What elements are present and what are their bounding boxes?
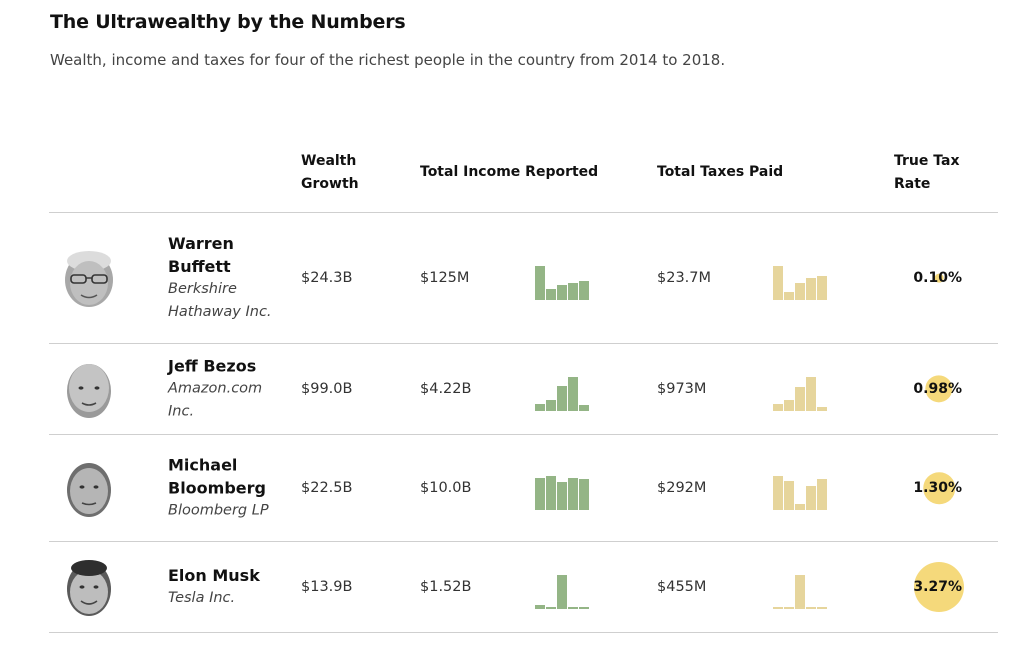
- income-sparkline: [535, 377, 591, 411]
- taxes-sparkline: [773, 575, 829, 609]
- income-sparkline: [535, 266, 591, 300]
- sparkline-bar: [535, 266, 545, 300]
- sparkline-bar: [806, 377, 816, 411]
- total-taxes-value: $23.7M: [657, 270, 712, 286]
- company-name: Tesla Inc.: [168, 590, 236, 606]
- sparkline-bar: [806, 486, 816, 510]
- sparkline-bar: [568, 377, 578, 411]
- sparkline-bar: [795, 575, 805, 609]
- person-name: Warren Buffett: [168, 234, 234, 276]
- total-income-value: $1.52B: [420, 579, 472, 595]
- tax-rate-bubble: [934, 273, 944, 283]
- taxes-sparkline: [773, 377, 829, 411]
- wealth-growth-value: $99.0B: [301, 381, 353, 397]
- sparkline-bar: [568, 607, 578, 609]
- wealth-growth-value: $13.9B: [301, 579, 353, 595]
- total-income-value: $10.0B: [420, 480, 472, 496]
- sparkline-bar: [546, 400, 556, 411]
- sparkline-bar: [535, 404, 545, 411]
- sparkline-bar: [806, 607, 816, 609]
- sparkline-bar: [795, 503, 805, 510]
- sparkline-bar: [535, 477, 545, 510]
- total-taxes-value: $455M: [657, 579, 707, 595]
- sparkline-bar: [784, 607, 794, 609]
- tax-rate-bubble: [914, 562, 964, 612]
- avatar: [61, 358, 117, 420]
- sparkline-bar: [557, 284, 567, 300]
- page-title: The Ultrawealthy by the Numbers: [50, 11, 406, 33]
- portrait-photo-icon: [65, 251, 113, 307]
- sparkline-bar: [546, 289, 556, 300]
- total-taxes-value: $292M: [657, 480, 707, 496]
- sparkline-bar: [773, 607, 783, 609]
- avatar: [61, 556, 117, 618]
- total-taxes-value: $973M: [657, 381, 707, 397]
- column-header-total-taxes: Total Taxes Paid: [657, 164, 784, 180]
- sparkline-bar: [817, 276, 827, 300]
- table-row: Warren Buffett Berkshire Hathaway Inc. $…: [49, 212, 998, 343]
- sparkline-bar: [795, 283, 805, 300]
- avatar: [61, 247, 117, 309]
- sparkline-bar: [806, 277, 816, 300]
- tax-rate-bubble: [925, 375, 953, 403]
- tax-rate-bubble: [923, 472, 955, 504]
- sparkline-bar: [784, 481, 794, 510]
- table-row: Elon Musk Tesla Inc. $13.9B $1.52B $455M…: [49, 541, 998, 633]
- wealth-growth-value: $22.5B: [301, 480, 353, 496]
- sparkline-bar: [546, 607, 556, 609]
- person-name: Elon Musk: [168, 566, 260, 585]
- sparkline-bar: [568, 477, 578, 510]
- column-header-wealth-growth: Wealth Growth: [301, 153, 359, 192]
- sparkline-bar: [795, 386, 805, 411]
- table-row: Michael Bloomberg Bloomberg LP $22.5B $1…: [49, 434, 998, 541]
- column-header-true-tax-rate: True Tax Rate: [894, 153, 960, 192]
- page-subtitle: Wealth, income and taxes for four of the…: [50, 51, 726, 69]
- sparkline-bar: [817, 406, 827, 411]
- sparkline-bar: [773, 266, 783, 300]
- company-name: Bloomberg LP: [168, 502, 269, 519]
- sparkline-bar: [817, 478, 827, 510]
- sparkline-bar: [557, 482, 567, 510]
- true-tax-rate-value: 3.27%: [913, 579, 962, 595]
- sparkline-bar: [579, 607, 589, 609]
- sparkline-bar: [579, 281, 589, 300]
- sparkline-bar: [546, 476, 556, 510]
- person-name: Michael Bloomberg: [168, 455, 266, 498]
- sparkline-bar: [579, 405, 589, 411]
- total-income-value: $125M: [420, 270, 470, 286]
- portrait-photo-icon: [67, 364, 111, 418]
- true-tax-rate-value: 0.10%: [913, 270, 962, 286]
- sparkline-bar: [773, 404, 783, 411]
- total-income-value: $4.22B: [420, 381, 472, 397]
- portrait-photo-icon: [67, 560, 111, 616]
- company-name: Amazon.com Inc.: [168, 380, 263, 420]
- portrait-photo-icon: [67, 463, 111, 517]
- sparkline-bar: [784, 400, 794, 411]
- true-tax-rate-value: 1.30%: [913, 480, 962, 496]
- true-tax-rate-value: 0.98%: [913, 381, 962, 397]
- wealth-growth-value: $24.3B: [301, 270, 353, 286]
- income-sparkline: [535, 575, 591, 609]
- person-name: Jeff Bezos: [168, 356, 257, 376]
- billionaires-table: Warren Buffett Berkshire Hathaway Inc. $…: [49, 212, 998, 633]
- table-row: Jeff Bezos Amazon.com Inc. $99.0B $4.22B…: [49, 343, 998, 434]
- sparkline-bar: [773, 476, 783, 510]
- avatar: [61, 457, 117, 519]
- sparkline-bar: [579, 478, 589, 510]
- sparkline-bar: [535, 604, 545, 609]
- sparkline-bar: [568, 283, 578, 300]
- column-header-total-income: Total Income Reported: [420, 164, 599, 180]
- sparkline-bar: [817, 607, 827, 609]
- sparkline-bar: [557, 575, 567, 609]
- company-name: Berkshire Hathaway Inc.: [168, 281, 272, 320]
- taxes-sparkline: [773, 266, 829, 300]
- sparkline-bar: [784, 291, 794, 300]
- taxes-sparkline: [773, 476, 829, 510]
- income-sparkline: [535, 476, 591, 510]
- sparkline-bar: [557, 385, 567, 411]
